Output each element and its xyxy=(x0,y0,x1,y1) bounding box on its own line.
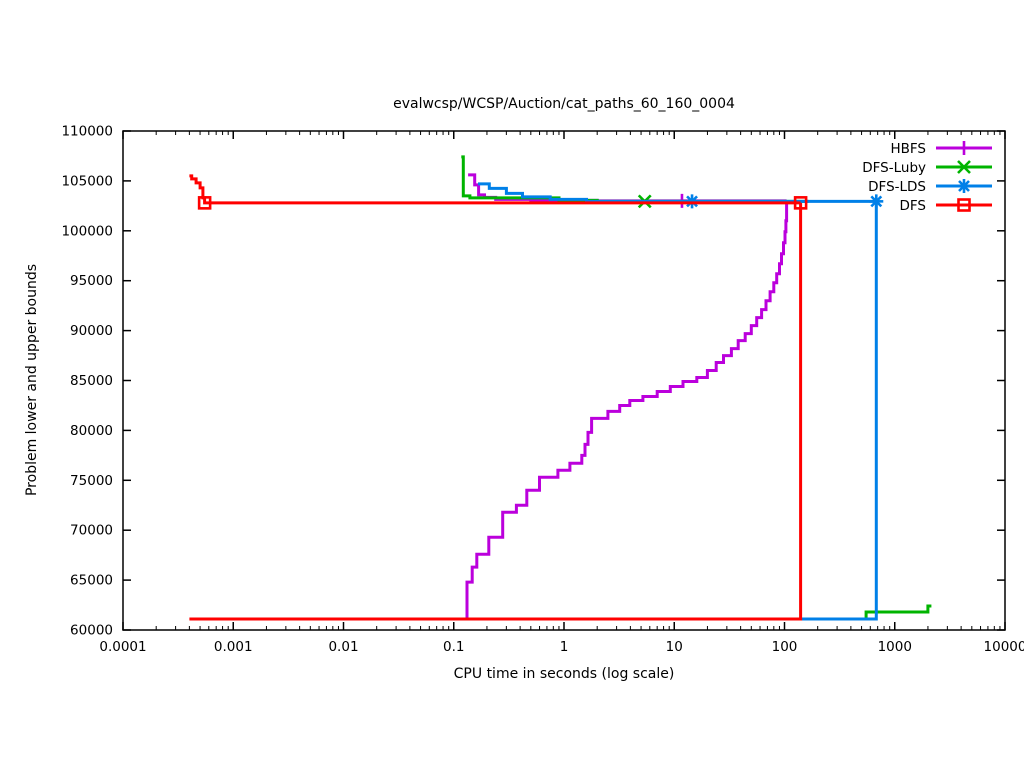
plot-area: 0.0001 0.001 0.01 0.1 1 10 100 1000 10000 60000 65… xyxy=(61,124,1024,656)
y-tick-label: 65000 xyxy=(70,573,113,589)
cross-marker xyxy=(957,160,971,174)
legend-label: DFS-LDS xyxy=(868,179,926,195)
x-tick-label: 10 xyxy=(666,639,683,655)
y-axis-label: Problem lower and upper bounds xyxy=(24,264,40,496)
legend-label: DFS-Luby xyxy=(862,160,926,176)
x-tick-label: 1000 xyxy=(878,639,912,655)
legend-label: DFS xyxy=(900,198,927,214)
y-tick-label: 110000 xyxy=(61,124,113,140)
plus-marker xyxy=(957,141,971,155)
x-tick-label: 10000 xyxy=(984,639,1024,655)
legend-entry-dfs-luby: DFS-Luby xyxy=(862,160,992,176)
y-tick-label: 100000 xyxy=(61,223,113,239)
upper-bound-line xyxy=(189,174,801,205)
x-tick-label: 0.1 xyxy=(443,639,464,655)
y-tick-label: 70000 xyxy=(70,523,113,539)
x-tick-label: 1 xyxy=(560,639,569,655)
x-tick-label: 0.01 xyxy=(328,639,358,655)
y-tick-label: 95000 xyxy=(70,273,113,289)
upper-bound-line xyxy=(478,182,877,203)
legend-entry-hbfs: HBFS xyxy=(890,141,992,157)
legend-label: HBFS xyxy=(890,141,926,157)
y-tick-label: 80000 xyxy=(70,423,113,439)
x-tick-label: 0.001 xyxy=(214,639,253,655)
plot-border xyxy=(122,130,1006,631)
y-tick-label: 90000 xyxy=(70,323,113,339)
legend-entry-dfs-lds: DFS-LDS xyxy=(868,179,992,195)
square-marker xyxy=(793,196,808,210)
asterisk-marker xyxy=(685,194,700,209)
asterisk-marker xyxy=(869,194,884,209)
x-tick-label: 0.0001 xyxy=(99,639,146,655)
square-marker-box xyxy=(793,196,808,210)
square-marker-box xyxy=(957,198,971,212)
y-tick-label: 85000 xyxy=(70,373,113,389)
axes: 0.0001 0.001 0.01 0.1 1 10 100 1000 10000 60000 65… xyxy=(61,124,1024,656)
square-marker-box xyxy=(197,196,212,210)
square-marker xyxy=(197,196,212,210)
lower-bound-line xyxy=(189,202,803,621)
y-tick-label: 60000 xyxy=(70,623,113,639)
x-axis-label: CPU time in seconds (log scale) xyxy=(454,666,675,682)
lower-bound-line xyxy=(465,200,789,619)
legend: HBFS DFS-Luby DFS-LDS DFS xyxy=(862,141,992,214)
legend-entry-dfs: DFS xyxy=(900,198,992,214)
x-tick-label: 100 xyxy=(772,639,798,655)
chart-title: evalwcsp/WCSP/Auction/cat_paths_60_160_0… xyxy=(393,96,735,112)
asterisk-marker xyxy=(957,179,971,193)
series-dfs xyxy=(189,174,808,621)
y-tick-label: 75000 xyxy=(70,473,113,489)
y-tick-label: 105000 xyxy=(61,173,113,189)
square-marker xyxy=(957,198,971,212)
